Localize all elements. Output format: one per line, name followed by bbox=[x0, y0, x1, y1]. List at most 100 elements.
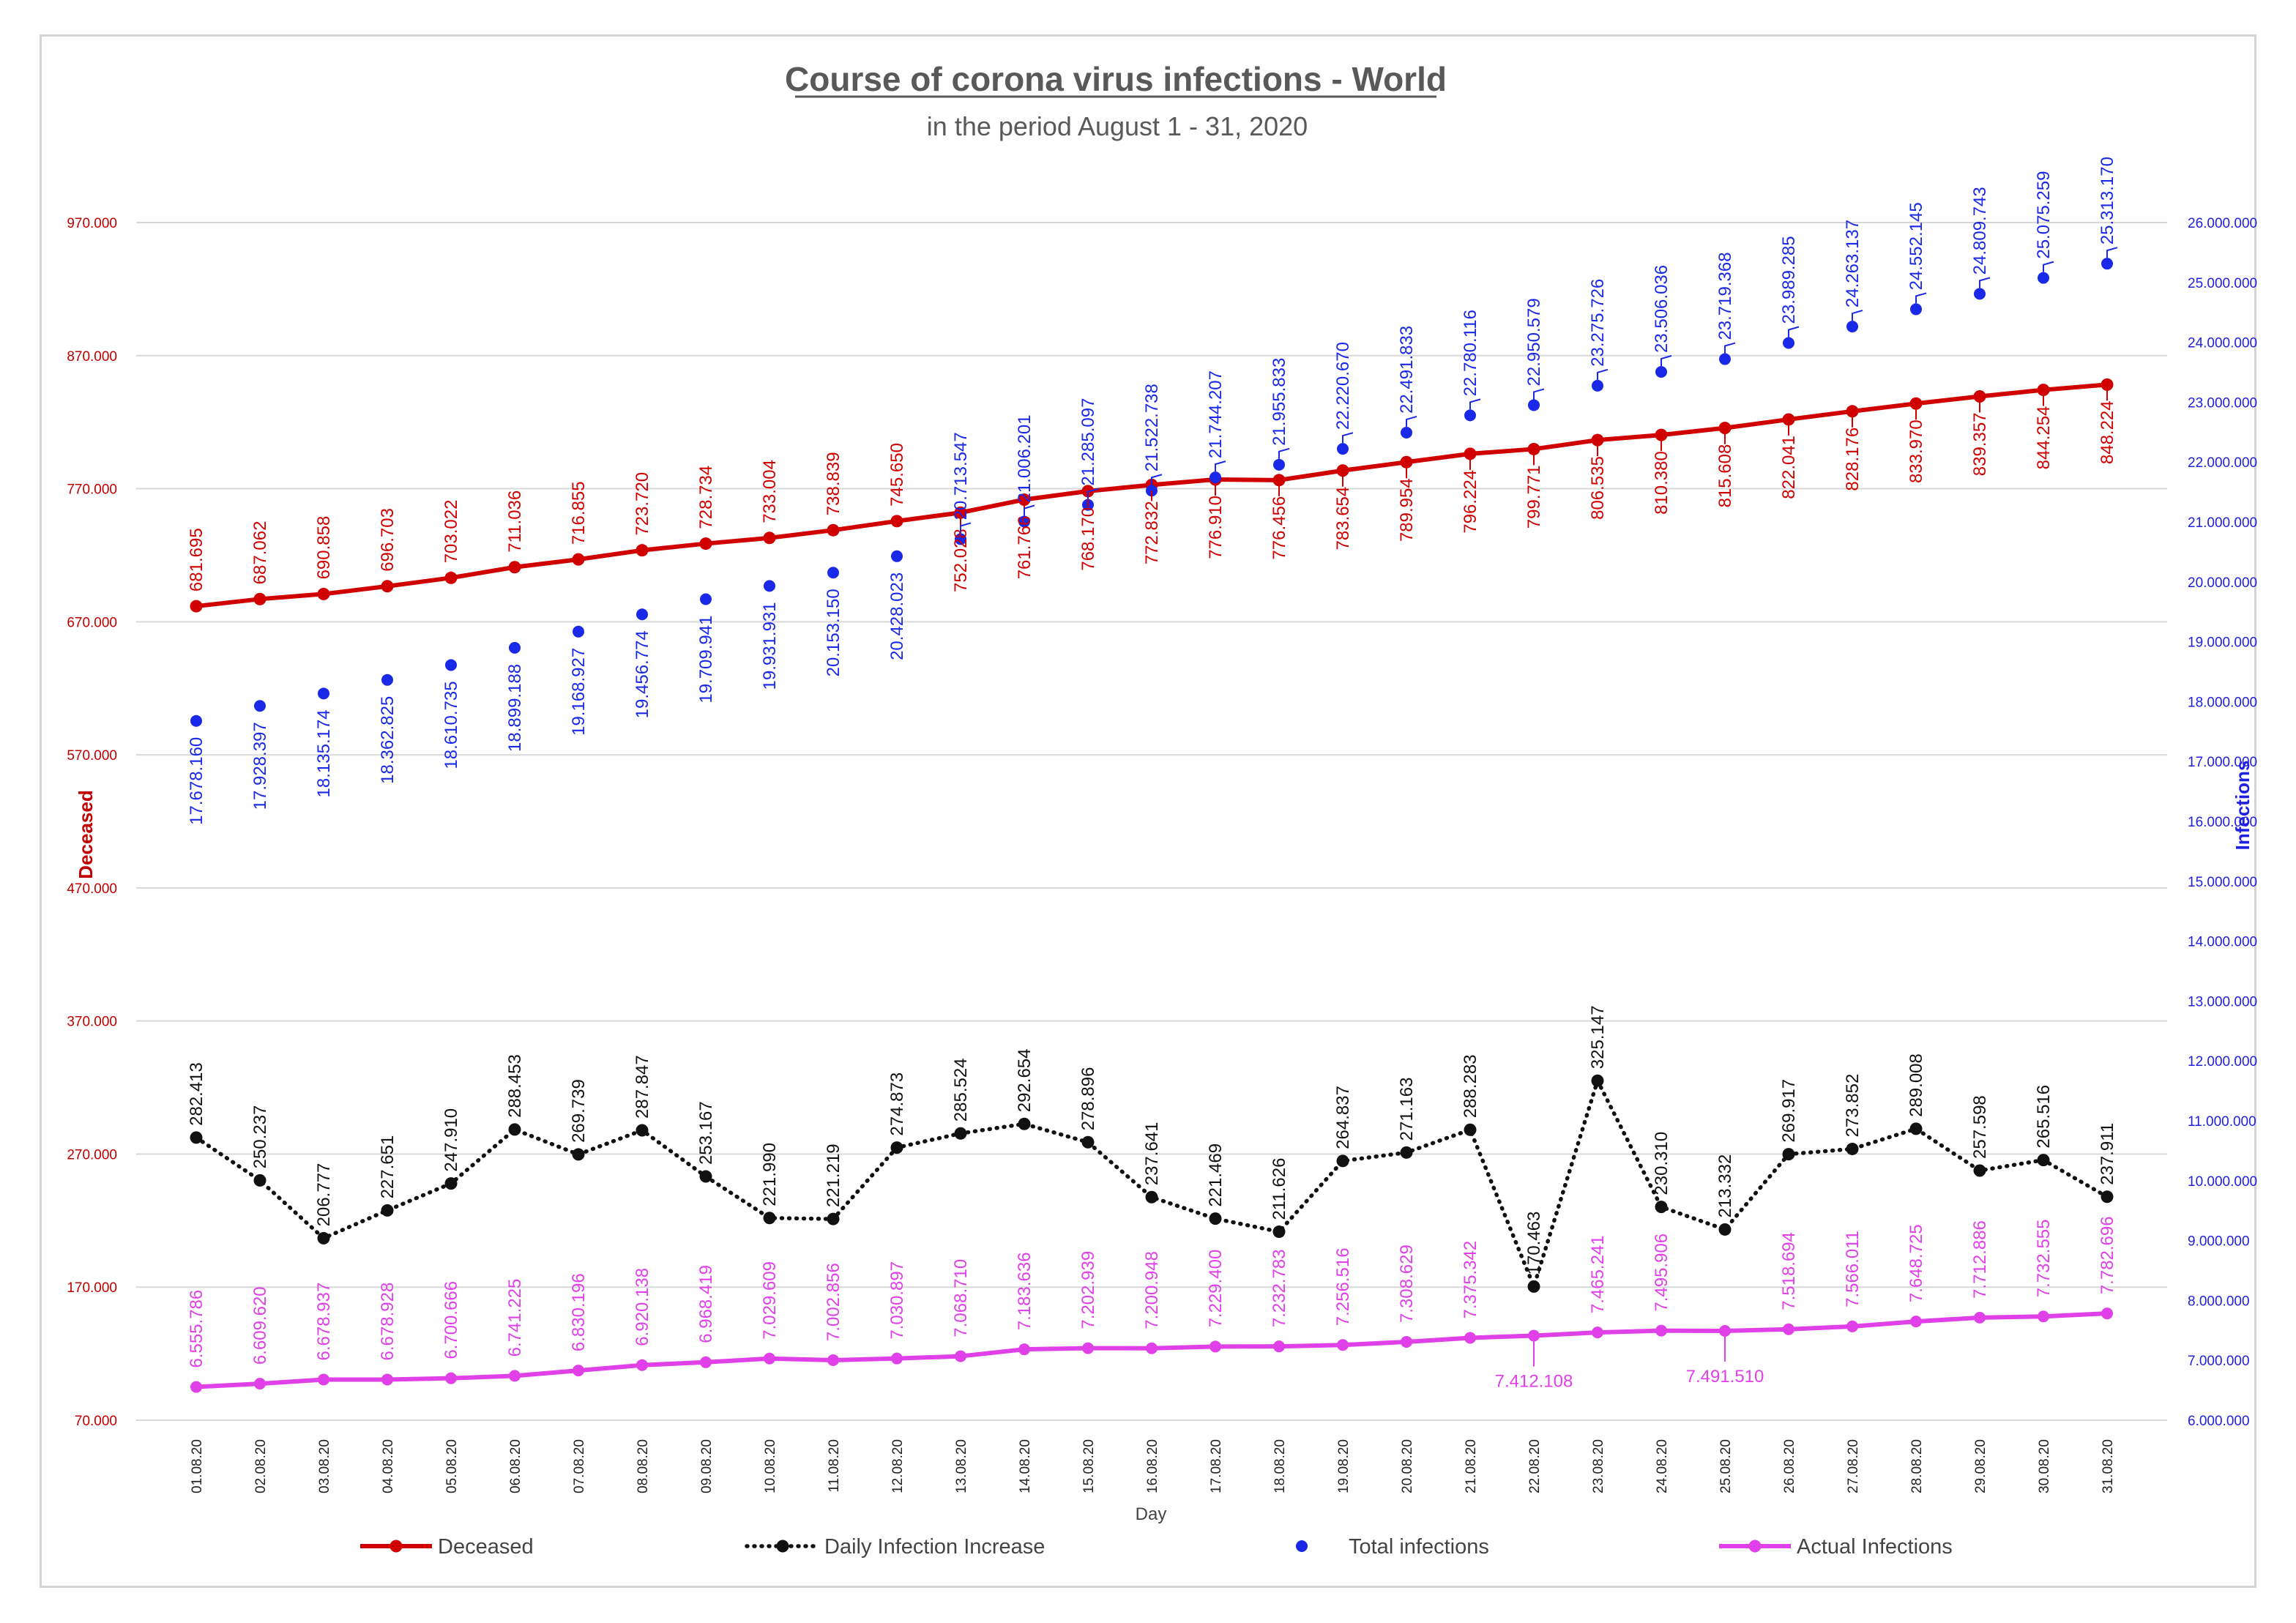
y-left-tick-label: 70.000 bbox=[75, 1414, 117, 1429]
data-point bbox=[1846, 1320, 1858, 1332]
data-point bbox=[1337, 443, 1349, 455]
data-point bbox=[954, 1127, 967, 1140]
data-label: 7.495.906 bbox=[1652, 1234, 1671, 1312]
data-label: 213.332 bbox=[1715, 1154, 1735, 1218]
leader-line bbox=[1852, 310, 1863, 321]
data-label: 18.362.825 bbox=[378, 696, 398, 784]
y-right-tick-label: 25.000.000 bbox=[2188, 276, 2257, 291]
data-label: 253.167 bbox=[696, 1101, 716, 1165]
data-point bbox=[254, 1378, 266, 1390]
data-point bbox=[1273, 1340, 1285, 1353]
data-label: 288.283 bbox=[1461, 1054, 1480, 1118]
data-point bbox=[1909, 1122, 1923, 1135]
legend-label: Actual Infections bbox=[1797, 1535, 1953, 1559]
data-label: 269.739 bbox=[569, 1079, 589, 1143]
data-point bbox=[1973, 389, 1986, 403]
data-point bbox=[572, 1148, 585, 1161]
x-tick-label: 11.08.20 bbox=[827, 1439, 842, 1493]
data-label: 325.147 bbox=[1588, 1005, 1608, 1069]
leader-line bbox=[1278, 447, 1290, 459]
y-right-tick-label: 22.000.000 bbox=[2188, 455, 2257, 471]
leader-line bbox=[1406, 416, 1417, 427]
data-label: 752.028 bbox=[951, 529, 971, 592]
data-point bbox=[636, 608, 648, 621]
data-label: 250.237 bbox=[250, 1105, 270, 1169]
data-point bbox=[954, 506, 967, 519]
data-point bbox=[444, 571, 458, 584]
data-label: 19.709.941 bbox=[696, 616, 716, 704]
data-point bbox=[700, 1356, 712, 1368]
y-right-tick-label: 12.000.000 bbox=[2188, 1054, 2257, 1070]
data-label: 211.626 bbox=[1270, 1158, 1289, 1220]
data-label: 733.004 bbox=[760, 460, 780, 523]
data-point bbox=[1783, 1323, 1794, 1335]
x-tick-label: 28.08.20 bbox=[1909, 1439, 1925, 1493]
data-label: 285.524 bbox=[951, 1058, 971, 1122]
y-axis-right-title: Infections bbox=[2232, 761, 2254, 851]
data-label: 690.858 bbox=[314, 516, 334, 580]
data-label: 681.695 bbox=[187, 528, 206, 592]
data-point bbox=[1783, 337, 1794, 349]
data-point bbox=[1400, 455, 1413, 469]
data-point bbox=[1591, 433, 1604, 447]
data-label: 20.713.547 bbox=[951, 432, 971, 520]
data-point bbox=[1401, 1335, 1412, 1348]
x-tick-label: 02.08.20 bbox=[253, 1439, 269, 1493]
data-point bbox=[955, 1350, 966, 1362]
data-label: 237.641 bbox=[1142, 1122, 1162, 1186]
chart-title: Course of corona virus infections - Worl… bbox=[785, 60, 1447, 98]
y-left-tick-label: 470.000 bbox=[67, 881, 117, 897]
data-label: 716.855 bbox=[569, 481, 589, 545]
data-label: 25.313.170 bbox=[2098, 157, 2117, 245]
axis-ticks: 70.000 170.000 270.000 370.000 470.000 570.00… bbox=[67, 216, 2257, 1493]
data-label: 221.990 bbox=[760, 1143, 780, 1206]
data-point bbox=[1846, 321, 1858, 333]
leader-line bbox=[1342, 432, 1354, 444]
data-label: 257.598 bbox=[1970, 1095, 1990, 1159]
data-point bbox=[509, 1370, 521, 1382]
x-axis-title: Day bbox=[1136, 1504, 1167, 1524]
y-right-tick-label: 16.000.000 bbox=[2188, 815, 2257, 830]
data-point bbox=[317, 1231, 330, 1245]
data-label: 206.777 bbox=[314, 1163, 334, 1227]
data-point bbox=[1272, 1225, 1286, 1239]
data-point bbox=[1655, 1324, 1667, 1337]
x-tick-label: 23.08.20 bbox=[1591, 1439, 1606, 1493]
data-label: 723.720 bbox=[633, 472, 652, 536]
y-right-tick-label: 9.000.000 bbox=[2188, 1234, 2250, 1250]
data-point bbox=[1400, 1146, 1413, 1159]
data-label: 6.968.419 bbox=[696, 1265, 716, 1343]
data-label: 810.380 bbox=[1652, 451, 1671, 515]
data-point bbox=[1273, 458, 1285, 471]
x-tick-label: 19.08.20 bbox=[1336, 1439, 1352, 1493]
data-label: 23.719.368 bbox=[1715, 252, 1735, 340]
data-label: 7.202.939 bbox=[1078, 1251, 1098, 1329]
data-point bbox=[2101, 1307, 2113, 1320]
data-label: 19.168.927 bbox=[569, 648, 589, 736]
data-label: 7.229.400 bbox=[1206, 1250, 1226, 1328]
data-label: 7.491.510 bbox=[1686, 1367, 1764, 1387]
data-label: 21.006.201 bbox=[1015, 414, 1035, 502]
data-label: 17.928.397 bbox=[250, 722, 270, 810]
data-point bbox=[1592, 379, 1603, 392]
data-point bbox=[1719, 353, 1731, 365]
y-left-tick-label: 870.000 bbox=[67, 349, 117, 365]
data-label: 22.220.670 bbox=[1333, 342, 1353, 430]
data-label: 25.075.259 bbox=[2034, 171, 2054, 259]
data-point bbox=[190, 1381, 202, 1393]
data-label: 848.224 bbox=[2098, 400, 2117, 464]
data-point bbox=[1082, 1342, 1094, 1354]
data-point bbox=[827, 567, 839, 579]
data-point bbox=[1145, 1190, 1158, 1204]
leader-line bbox=[1915, 292, 1927, 304]
data-label: 844.254 bbox=[2034, 406, 2054, 470]
y-right-tick-label: 19.000.000 bbox=[2188, 635, 2257, 651]
leader-line bbox=[1024, 504, 1035, 516]
data-label: 19.931.931 bbox=[760, 602, 780, 690]
data-point bbox=[381, 1373, 393, 1386]
x-tick-label: 29.08.20 bbox=[1973, 1439, 1988, 1493]
data-point bbox=[317, 587, 330, 600]
data-label: 6.678.928 bbox=[378, 1283, 398, 1361]
y-left-tick-label: 770.000 bbox=[67, 482, 117, 498]
data-point bbox=[1401, 426, 1412, 439]
